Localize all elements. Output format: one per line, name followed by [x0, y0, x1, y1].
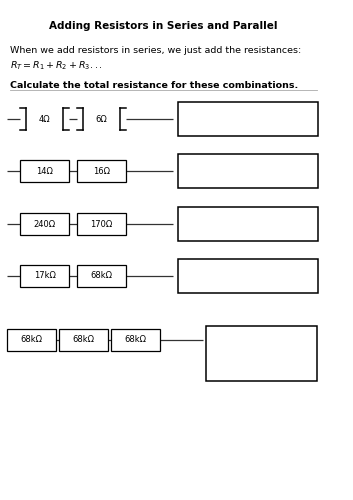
Text: 4Ω: 4Ω [39, 115, 50, 124]
Bar [178, 259, 318, 293]
Bar [59, 329, 108, 350]
Text: 240Ω: 240Ω [34, 220, 56, 228]
Text: 68kΩ: 68kΩ [20, 336, 43, 344]
Text: 6Ω: 6Ω [96, 115, 108, 124]
Text: 68kΩ: 68kΩ [91, 272, 113, 280]
Text: $R_T = R_1 + R_2 + R_3...$: $R_T = R_1 + R_2 + R_3...$ [11, 60, 103, 72]
Bar [77, 265, 126, 287]
Bar [20, 265, 69, 287]
Text: 68kΩ: 68kΩ [73, 336, 95, 344]
Bar [206, 326, 317, 381]
Bar [7, 329, 56, 350]
Bar [77, 213, 126, 235]
Text: When we add resistors in series, we just add the resistances:: When we add resistors in series, we just… [11, 46, 302, 54]
Text: Calculate the total resistance for these combinations.: Calculate the total resistance for these… [11, 82, 299, 90]
Bar [20, 213, 69, 235]
Text: 170Ω: 170Ω [91, 220, 113, 228]
Text: 14Ω: 14Ω [36, 166, 53, 175]
Text: 16Ω: 16Ω [93, 166, 110, 175]
Bar [178, 154, 318, 188]
Text: Adding Resistors in Series and Parallel: Adding Resistors in Series and Parallel [49, 20, 278, 30]
Bar [20, 160, 69, 182]
Bar [178, 207, 318, 241]
Bar [112, 329, 160, 350]
Bar [77, 160, 126, 182]
Text: 17kΩ: 17kΩ [34, 272, 56, 280]
Text: 68kΩ: 68kΩ [125, 336, 147, 344]
Bar [178, 102, 318, 136]
